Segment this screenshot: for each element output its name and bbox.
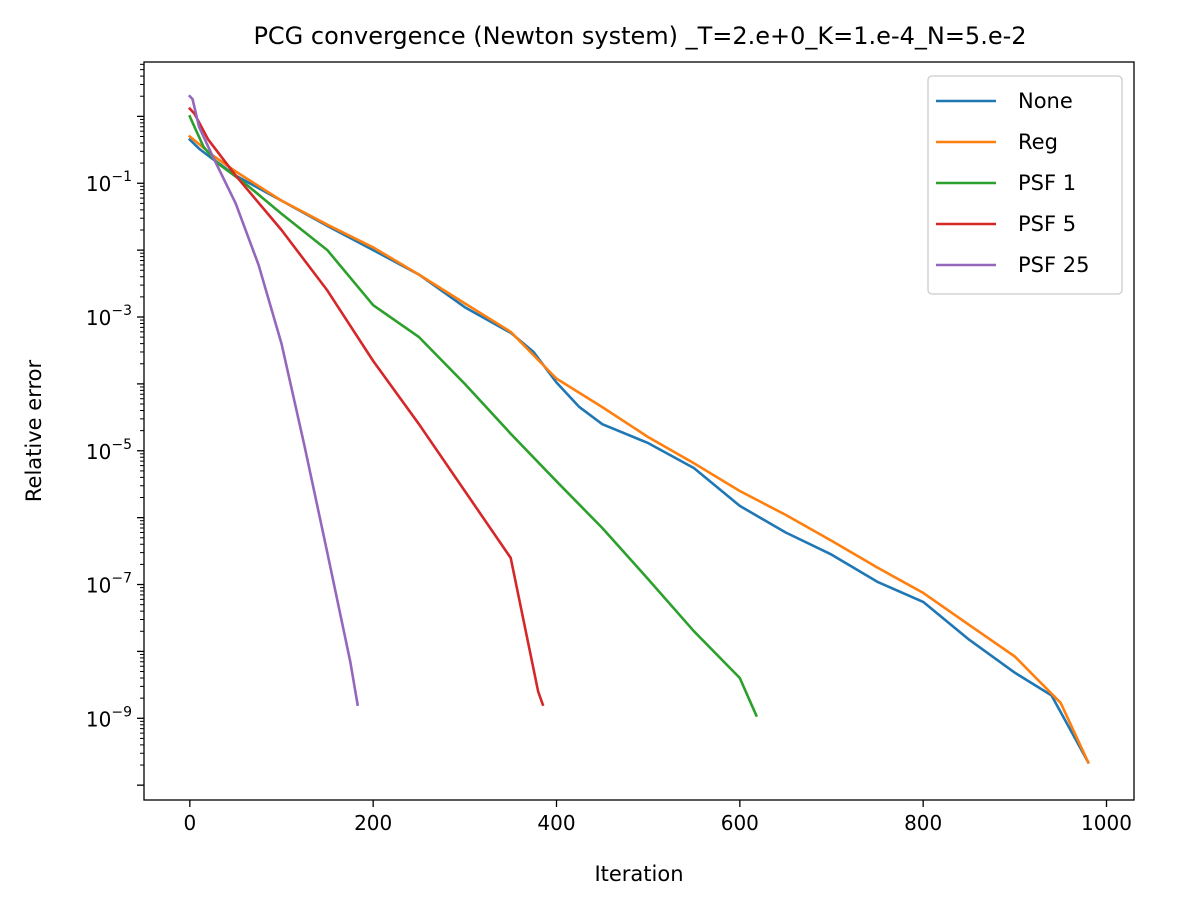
legend-label-psf-5: PSF 5 [1018,212,1076,236]
x-tick-label: 0 [183,811,196,835]
y-tick-base: 10 [86,306,111,330]
legend-box [927,75,1123,295]
y-tick-label: 10−3 [86,303,132,330]
y-tick-base: 10 [86,172,111,196]
x-tick-label: 600 [721,811,759,835]
series-line-psf-25 [187,94,360,707]
x-tick-label: 400 [537,811,575,835]
legend-label-psf-1: PSF 1 [1018,171,1076,195]
y-tick-label: 10−9 [86,704,132,731]
x-tick-label: 1000 [1081,811,1132,835]
legend-label-psf-25: PSF 25 [1018,253,1089,277]
plot-area [143,61,1135,801]
chart-title: PCG convergence (Newton system) _T=2.e+0… [253,22,1026,50]
y-tick-exponent: −3 [111,303,132,319]
y-tick-base: 10 [86,707,111,731]
y-tick-label: 10−5 [86,437,132,464]
x-axis-label: Iteration [594,862,683,886]
y-tick-label: 10−7 [86,571,132,598]
y-axis-label: Relative error [22,360,46,503]
y-tick-base: 10 [86,574,111,598]
y-tick-base: 10 [86,440,111,464]
legend-label-reg: Reg [1018,130,1058,154]
x-axis-ticks: 0 200 400 600 800 1000 [183,800,1132,835]
y-tick-exponent: −7 [111,571,132,587]
y-tick-exponent: −1 [111,169,132,185]
series-line-reg [187,134,1090,765]
x-tick-label: 200 [354,811,392,835]
series-line-psf-5 [187,106,545,707]
legend: None Reg PSF 1 PSF 5 PSF 25 [927,75,1123,295]
y-tick-exponent: −9 [111,704,132,720]
y-tick-label: 10−1 [86,169,132,196]
x-tick-label: 800 [904,811,942,835]
y-tick-exponent: −5 [111,437,132,453]
legend-label-none: None [1018,89,1073,113]
series-layer [187,94,1090,765]
y-axis-ticks: 10−110−310−510−710−9 [86,63,144,786]
